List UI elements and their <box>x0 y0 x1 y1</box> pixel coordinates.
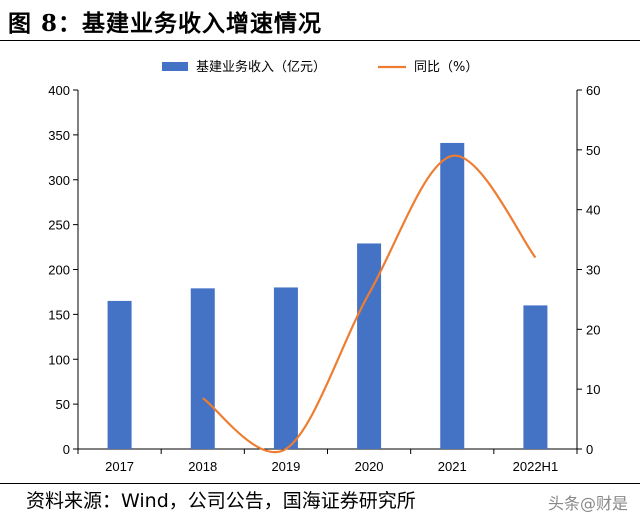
y-tick-label-right: 20 <box>586 322 600 337</box>
y-tick-label-right: 10 <box>586 382 600 397</box>
x-tick-label: 2019 <box>271 459 300 474</box>
y-tick-label-left: 150 <box>48 307 70 322</box>
yoy-line <box>202 154 537 453</box>
x-tick-label: 2018 <box>188 459 217 474</box>
y-tick-label-left: 0 <box>63 442 70 457</box>
footer-divider <box>0 483 640 484</box>
axes: 0 50 100 150 200 250 300 350 400 0 10 20 30 40 50 60 201… <box>48 83 600 474</box>
bar-series <box>107 142 548 449</box>
y-tick-label-right: 40 <box>586 203 600 218</box>
watermark: 头条@财是 <box>547 494 628 513</box>
bar <box>273 287 298 449</box>
legend-label-bar: 基建业务收入（亿元） <box>196 59 326 75</box>
legend-swatch-bar <box>162 62 188 71</box>
y-tick-label-left: 250 <box>48 218 70 233</box>
y-tick-label-left: 100 <box>48 352 70 367</box>
bar <box>190 288 215 449</box>
y-tick-label-right: 30 <box>586 263 600 278</box>
y-tick-label-right: 50 <box>586 143 600 158</box>
y-tick-label-left: 300 <box>48 173 70 188</box>
figure-title: 图 8：基建业务收入增速情况 <box>8 10 323 37</box>
x-tick-label: 2020 <box>355 459 384 474</box>
legend: 基建业务收入（亿元） 同比（%） <box>162 59 478 75</box>
x-tick-label: 2022H1 <box>513 459 559 474</box>
bar <box>523 305 548 449</box>
title-divider <box>0 40 640 41</box>
line-series <box>202 154 537 453</box>
y-tick-label-left: 400 <box>48 83 70 98</box>
x-tick-label: 2017 <box>105 459 134 474</box>
y-tick-label-left: 50 <box>56 397 70 412</box>
y-tick-label-left: 350 <box>48 128 70 143</box>
y-tick-label-left: 200 <box>48 263 70 278</box>
y-tick-label-right: 0 <box>586 442 593 457</box>
bar <box>440 142 465 449</box>
source-note: 资料来源：Wind，公司公告，国海证券研究所 <box>26 490 416 512</box>
x-tick-label: 2021 <box>438 459 467 474</box>
legend-label-line: 同比（%） <box>414 60 478 75</box>
y-tick-label-right: 60 <box>586 83 600 98</box>
bar <box>357 243 382 449</box>
bar <box>107 300 132 449</box>
